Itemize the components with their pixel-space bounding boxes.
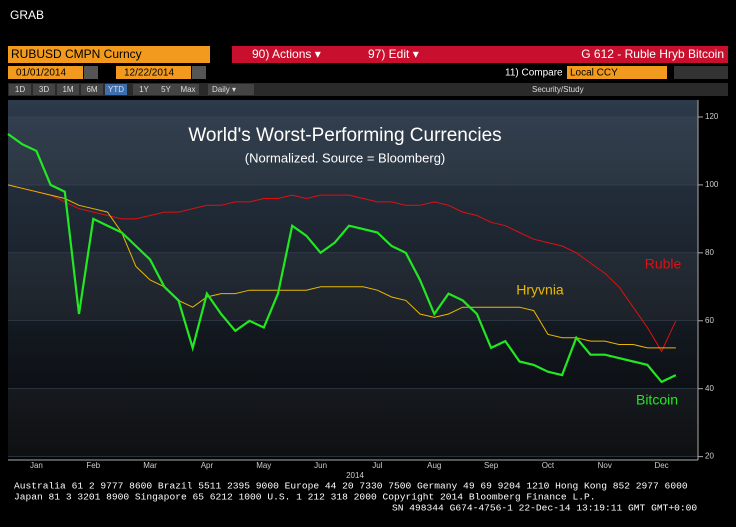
x-tick-label: Nov [598, 461, 612, 470]
period-button[interactable] [81, 84, 103, 95]
period-label[interactable]: YTD [108, 85, 124, 94]
footer-line: SN 498344 G674-4756-1 22-Dec-14 13:19:11… [392, 503, 697, 514]
y-tick-label: 120 [705, 112, 719, 121]
period-label[interactable]: 5Y [161, 85, 171, 94]
back-button[interactable] [674, 66, 728, 79]
window-title: GRAB [10, 8, 44, 22]
end-date[interactable]: 12/22/2014 [124, 68, 174, 79]
footer-line: Australia 61 2 9777 8600 Brazil 5511 239… [14, 481, 688, 492]
period-label[interactable]: 6M [86, 85, 97, 94]
series-label: Hryvnia [516, 282, 564, 298]
start-date-field[interactable] [8, 66, 83, 79]
period-button[interactable] [133, 84, 155, 95]
frequency[interactable]: Daily ▾ [212, 85, 236, 94]
chart-title: World's Worst-Performing Currencies [188, 125, 501, 146]
edit-menu[interactable]: 97) Edit ▾ [368, 47, 419, 61]
x-tick-label: Jun [314, 461, 327, 470]
y-tick-label: 40 [705, 384, 714, 393]
period-button[interactable] [9, 84, 31, 95]
currency-field[interactable] [567, 66, 667, 79]
y-tick-label: 80 [705, 248, 714, 257]
plot-area [8, 100, 698, 460]
footer-line: Japan 81 3 3201 8900 Singapore 65 6212 1… [14, 492, 595, 503]
series-line [7, 133, 677, 384]
period-button[interactable] [33, 84, 55, 95]
x-tick-label: Sep [484, 461, 499, 470]
y-tick-label: 60 [705, 316, 714, 325]
start-date[interactable]: 01/01/2014 [16, 68, 66, 79]
x-tick-label: Jul [372, 461, 382, 470]
compare-label[interactable]: 11) Compare [505, 68, 563, 79]
y-tick-label: 100 [705, 180, 719, 189]
series-label: Ruble [645, 256, 682, 272]
y-tick-label: 20 [705, 452, 714, 461]
graph-name: G 612 - Ruble Hryb Bitcoin [581, 47, 724, 61]
calendar-button[interactable] [84, 66, 98, 79]
period-button[interactable] [105, 84, 127, 95]
period-label[interactable]: 1M [62, 85, 73, 94]
period-label[interactable]: 1D [15, 85, 25, 94]
study-button[interactable]: Security/Study [532, 85, 584, 94]
x-tick-label: Feb [86, 461, 100, 470]
period-label[interactable]: Max [180, 85, 195, 94]
x-tick-label: Oct [542, 461, 555, 470]
x-tick-label: Apr [201, 461, 214, 470]
period-button[interactable] [177, 84, 199, 95]
series-line [7, 184, 677, 353]
period-label[interactable]: 3D [39, 85, 49, 94]
end-date-field[interactable] [116, 66, 191, 79]
security-field[interactable] [8, 46, 210, 63]
actions-menu[interactable]: 90) Actions ▾ [252, 47, 321, 61]
chart-subtitle: (Normalized. Source = Bloomberg) [245, 150, 446, 165]
x-tick-label: Mar [143, 461, 157, 470]
x-tick-label: May [256, 461, 271, 470]
period-button[interactable] [57, 84, 79, 95]
x-tick-label: Dec [654, 461, 668, 470]
currency[interactable]: Local CCY [570, 68, 618, 79]
menu-bar [232, 46, 728, 63]
series-label: Bitcoin [636, 392, 678, 408]
frequency-button[interactable] [208, 84, 254, 95]
x-tick-label: Aug [427, 461, 441, 470]
x-axis-label: 2014 [346, 471, 364, 480]
grid-band [8, 388, 698, 457]
x-tick-label: Jan [30, 461, 43, 470]
security[interactable]: RUBUSD CMPN Curncy [11, 47, 142, 61]
period-button[interactable] [155, 84, 177, 95]
series-line [7, 184, 676, 349]
period-label[interactable]: 1Y [139, 85, 149, 94]
calendar-button[interactable] [192, 66, 206, 79]
grid-band [8, 116, 698, 185]
